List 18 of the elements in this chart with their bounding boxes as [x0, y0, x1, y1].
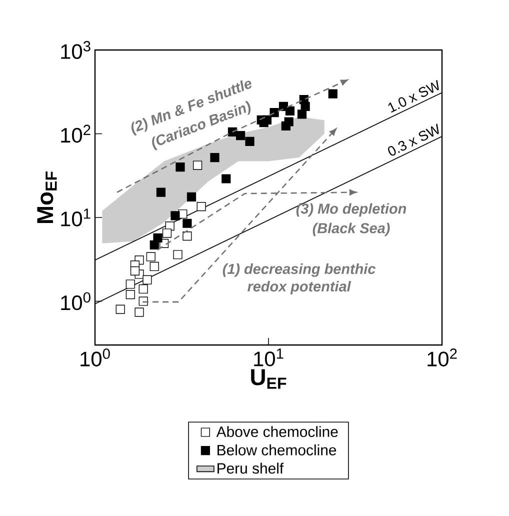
text: 1.0 x SW [388, 80, 439, 113]
y-tick-label: 10$^{2}$ [61, 124, 90, 143]
legend-label: Peru shelf [218, 462, 284, 474]
text: 0.3 x SW [388, 124, 439, 156]
annotation: (Black Sea) [312, 222, 390, 236]
x-axis-title: U$_{EF}$ [251, 369, 286, 389]
y-tick-label: 10$^{0}$ [61, 292, 90, 310]
x-tick-label: 10$^{2}$ [428, 348, 457, 366]
annotation: (1) decreasing benthic [222, 263, 376, 277]
y-tick-label: 10$^{3}$ [61, 41, 90, 59]
legend-label: Below chemocline [218, 444, 336, 456]
x-tick-label: 10$^{1}$ [254, 348, 284, 366]
annotation: redox potential [248, 280, 352, 294]
x-tick-label: 10$^{0}$ [80, 348, 110, 366]
y-axis-title: Mo$_{EF}$ [37, 172, 57, 224]
legend-label: Above chemocline [216, 426, 338, 438]
y-tick-label: 10$^{1}$ [61, 208, 90, 226]
annotation: (3) Mo depletion [296, 203, 406, 217]
